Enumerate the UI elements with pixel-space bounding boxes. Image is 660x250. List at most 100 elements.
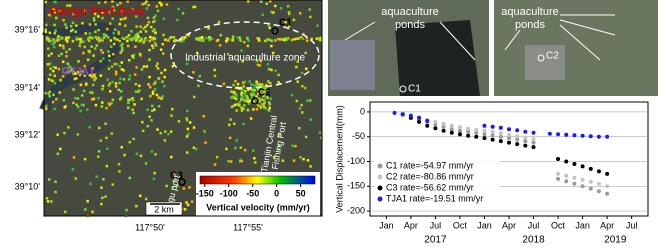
velocity-pixel	[182, 12, 185, 15]
data-point	[564, 133, 568, 137]
velocity-pixel	[112, 183, 115, 186]
velocity-pixel	[53, 41, 56, 44]
velocity-pixel	[152, 92, 155, 95]
velocity-pixel	[56, 134, 59, 137]
lat-label: 39°10'	[15, 181, 41, 191]
velocity-pixel	[306, 100, 309, 103]
velocity-pixel	[93, 19, 96, 22]
data-point	[499, 139, 503, 143]
velocity-pixel	[227, 160, 230, 163]
velocity-pixel	[155, 65, 158, 68]
velocity-pixel	[129, 99, 132, 102]
velocity-pixel	[64, 211, 67, 214]
velocity-pixel	[149, 95, 152, 98]
velocity-pixel	[307, 159, 310, 162]
photo-point: C1	[408, 84, 421, 95]
velocity-pixel	[104, 195, 107, 198]
velocity-pixel	[108, 60, 111, 63]
velocity-pixel	[260, 106, 263, 109]
data-point	[589, 187, 593, 191]
velocity-pixel	[153, 178, 156, 181]
velocity-pixel	[160, 48, 163, 51]
data-point	[458, 125, 462, 129]
velocity-pixel	[54, 32, 57, 35]
velocity-pixel	[234, 147, 237, 150]
velocity-pixel	[98, 127, 101, 130]
velocity-pixel	[92, 84, 95, 87]
velocity-pixel	[96, 44, 99, 47]
velocity-pixel	[252, 89, 255, 92]
velocity-pixel	[45, 108, 48, 111]
data-point	[474, 128, 478, 132]
velocity-pixel	[118, 170, 121, 173]
data-point	[597, 182, 601, 186]
velocity-pixel	[306, 40, 309, 43]
velocity-pixel	[225, 40, 228, 43]
velocity-pixel	[230, 90, 233, 93]
velocity-pixel	[300, 36, 303, 39]
velocity-pixel	[106, 148, 109, 151]
velocity-pixel	[142, 130, 145, 133]
velocity-pixel	[68, 36, 71, 39]
data-point	[556, 172, 560, 176]
velocity-pixel	[157, 96, 160, 99]
data-point	[564, 159, 568, 163]
velocity-pixel	[84, 208, 87, 211]
velocity-pixel	[270, 40, 273, 43]
point-label: TJA1	[70, 67, 95, 78]
data-point	[450, 127, 454, 131]
velocity-pixel	[147, 4, 150, 7]
velocity-pixel	[128, 78, 130, 81]
velocity-pixel	[154, 153, 157, 156]
velocity-pixel	[264, 40, 267, 43]
velocity-pixel	[138, 89, 141, 92]
data-point	[450, 124, 454, 128]
velocity-pixel	[121, 37, 124, 40]
velocity-pixel	[68, 48, 71, 51]
velocity-pixel	[135, 90, 138, 93]
velocity-pixel	[156, 5, 159, 8]
data-point	[556, 177, 560, 181]
velocity-pixel	[242, 123, 245, 126]
velocity-pixel	[100, 74, 103, 77]
photo-area	[525, 45, 565, 80]
velocity-pixel	[154, 82, 157, 85]
velocity-pixel	[154, 88, 157, 91]
colorbar-tick-label: -50	[246, 188, 259, 198]
velocity-pixel	[44, 92, 47, 95]
x-tick-label: Jan	[477, 220, 492, 230]
data-point	[458, 132, 462, 136]
velocity-pixel	[48, 178, 51, 181]
velocity-pixel	[62, 75, 65, 78]
velocity-pixel	[230, 160, 233, 163]
photo-point: C2	[546, 51, 559, 62]
chart: 0-50-100-150-200JanAprJulOctJanAprJulOct…	[347, 102, 648, 246]
data-point	[556, 157, 560, 161]
velocity-pixel	[244, 149, 247, 152]
velocity-pixel	[57, 153, 60, 156]
velocity-pixel	[136, 153, 139, 156]
velocity-pixel	[155, 44, 158, 47]
velocity-pixel	[102, 85, 105, 88]
velocity-pixel	[244, 81, 247, 84]
velocity-pixel	[252, 149, 255, 152]
velocity-pixel	[151, 110, 154, 113]
velocity-pixel	[127, 107, 130, 110]
velocity-pixel	[246, 97, 249, 100]
velocity-pixel	[234, 80, 237, 83]
velocity-pixel	[102, 57, 105, 60]
velocity-pixel	[274, 39, 277, 42]
velocity-pixel	[237, 36, 240, 39]
data-point	[523, 130, 527, 134]
velocity-pixel	[111, 0, 114, 3]
velocity-pixel	[187, 204, 190, 207]
velocity-pixel	[250, 83, 253, 86]
velocity-pixel	[163, 18, 166, 21]
velocity-pixel	[85, 32, 88, 35]
velocity-pixel	[191, 200, 194, 203]
velocity-pixel	[146, 7, 149, 10]
velocity-pixel	[270, 45, 273, 48]
velocity-pixel	[242, 85, 245, 88]
velocity-pixel	[63, 99, 66, 102]
data-point	[572, 176, 576, 180]
